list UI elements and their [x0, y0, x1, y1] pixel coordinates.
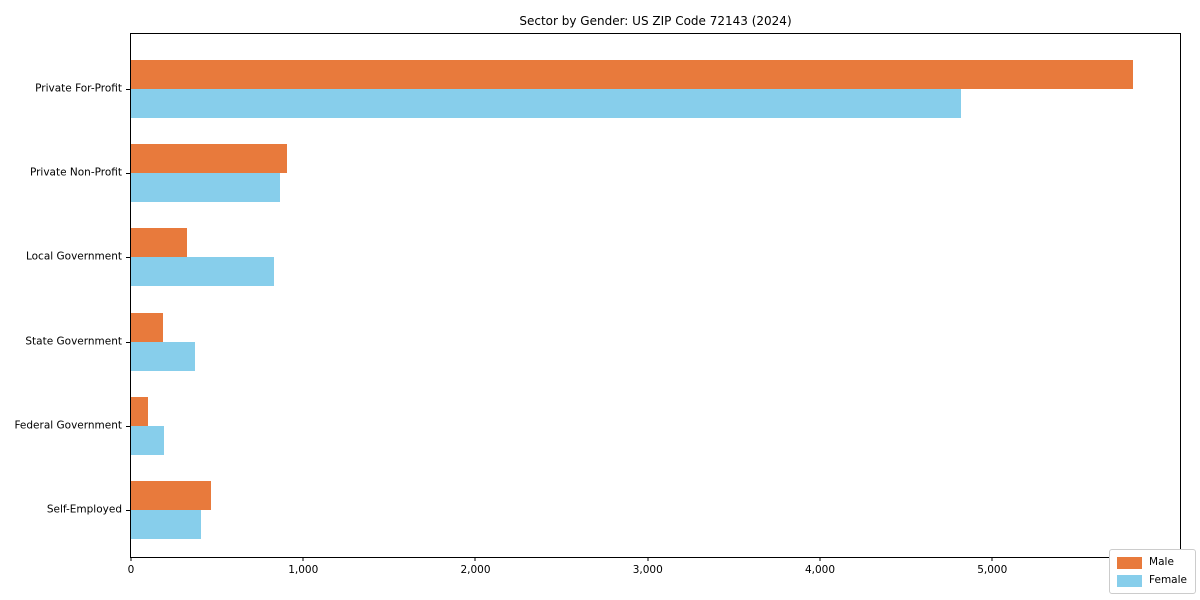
x-tick-label: 2,000: [460, 564, 491, 576]
chart-title: Sector by Gender: US ZIP Code 72143 (202…: [519, 14, 792, 28]
x-tick-mark: [474, 557, 476, 561]
x-tick-label: 3,000: [632, 564, 663, 576]
x-tick-label: 0: [127, 564, 135, 576]
y-tick-mark: [126, 257, 130, 259]
bar-male: [131, 481, 212, 510]
y-tick-mark: [126, 425, 130, 427]
category-label: Local Government: [25, 250, 122, 263]
bar-male: [131, 312, 164, 342]
bar-female: [131, 257, 275, 287]
plot-area: Private For-Profit Private Non-Profit Loca…: [14, 33, 1181, 576]
bar-male: [131, 60, 1134, 89]
bar-male: [131, 396, 149, 426]
x-tick-label: 4,000: [804, 564, 836, 576]
x-tick-mark: [819, 557, 821, 561]
legend-item-male: Male: [1117, 556, 1187, 569]
x-tick-mark: [647, 557, 649, 561]
category-label: Federal Government: [14, 419, 122, 432]
bar-female: [131, 89, 962, 118]
legend-swatch-female: [1117, 574, 1143, 587]
x-tick-label: 5,000: [977, 564, 1008, 576]
legend: Male Female: [1109, 549, 1196, 594]
y-tick-mark: [126, 173, 130, 175]
category-label: Self-Employed: [46, 503, 122, 516]
bar-female: [131, 425, 165, 455]
x-tick-mark: [991, 557, 993, 561]
bar-female: [131, 510, 202, 539]
y-tick-mark: [126, 89, 130, 90]
category-label: Private Non-Profit: [29, 166, 122, 179]
bar-male: [131, 228, 188, 258]
legend-label: Male: [1149, 556, 1174, 568]
bar-female: [131, 341, 196, 371]
legend-label: Female: [1149, 574, 1187, 586]
legend-item-female: Female: [1117, 574, 1187, 587]
legend-swatch-male: [1117, 556, 1143, 569]
x-tick-mark: [130, 557, 132, 561]
bar-male: [131, 144, 287, 174]
category-label: Private For-Profit: [35, 82, 122, 95]
y-tick-mark: [126, 510, 130, 511]
bar-female: [131, 173, 280, 203]
category-label: State Government: [25, 335, 122, 348]
x-tick-mark: [302, 557, 304, 561]
x-tick-label: 1,000: [288, 564, 319, 576]
y-tick-mark: [126, 341, 130, 343]
